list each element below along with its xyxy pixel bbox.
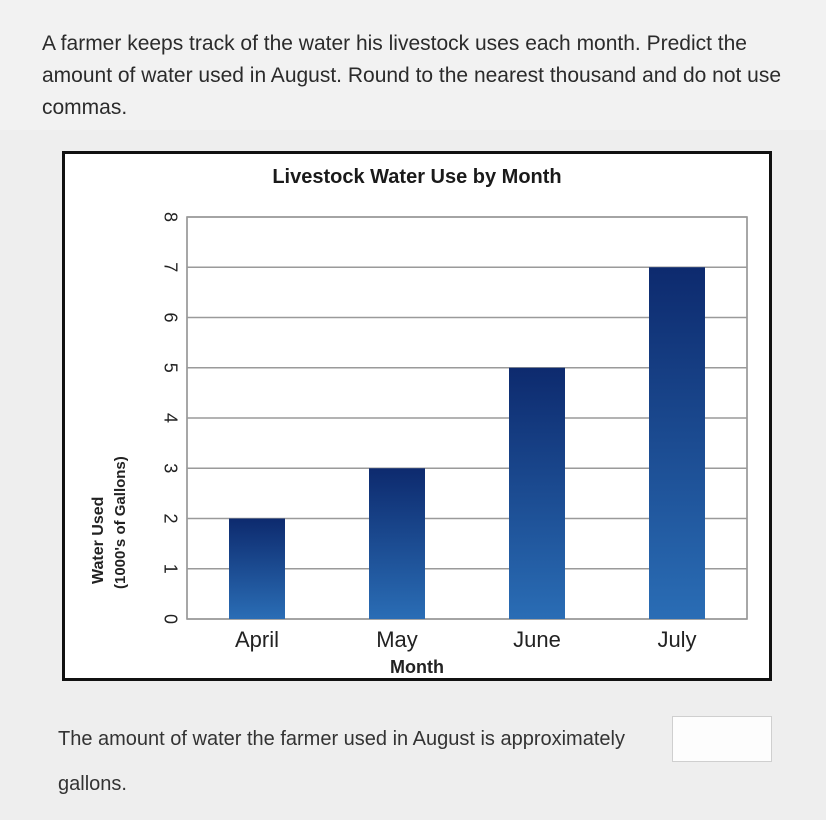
y-axis-label-line2: (1000's of Gallons) — [112, 456, 129, 589]
y-tick-label: 7 — [160, 262, 180, 272]
x-tick-label: July — [657, 627, 696, 652]
y-axis-label-line1: Water Used — [90, 496, 107, 584]
y-tick-label: 6 — [160, 312, 180, 322]
bar-chart: 0 1 2 3 4 5 6 7 8 April May June July — [160, 212, 748, 652]
y-tick-label: 3 — [160, 463, 180, 473]
y-tick-label: 4 — [160, 413, 180, 423]
answer-input[interactable] — [672, 716, 772, 762]
x-axis-label: Month — [390, 657, 444, 677]
x-tick-label: April — [235, 627, 279, 652]
answer-suffix: gallons. — [58, 773, 127, 795]
answer-prompt: The amount of water the farmer used in A… — [58, 728, 625, 750]
chart-frame: Livestock Water Use by Month 0 1 2 3 4 5 6 7 8 Ap… — [62, 151, 772, 681]
y-axis-label: Water Used (1000's of Gallons) — [90, 394, 129, 594]
chart-title: Livestock Water Use by Month — [272, 166, 562, 188]
question-area — [0, 0, 826, 130]
bar-april — [229, 518, 285, 619]
question-text: A farmer keeps track of the water his li… — [42, 32, 782, 119]
y-tick-label: 2 — [160, 513, 180, 523]
bar-july — [649, 267, 705, 619]
bar-may — [369, 468, 425, 619]
x-tick-label: June — [513, 627, 561, 652]
bar-june — [509, 367, 565, 619]
x-tick-label: May — [376, 627, 418, 652]
y-tick-label: 1 — [160, 564, 180, 574]
y-tick-label: 8 — [160, 212, 180, 222]
y-tick-label: 5 — [160, 363, 180, 373]
y-tick-label: 0 — [160, 614, 180, 624]
